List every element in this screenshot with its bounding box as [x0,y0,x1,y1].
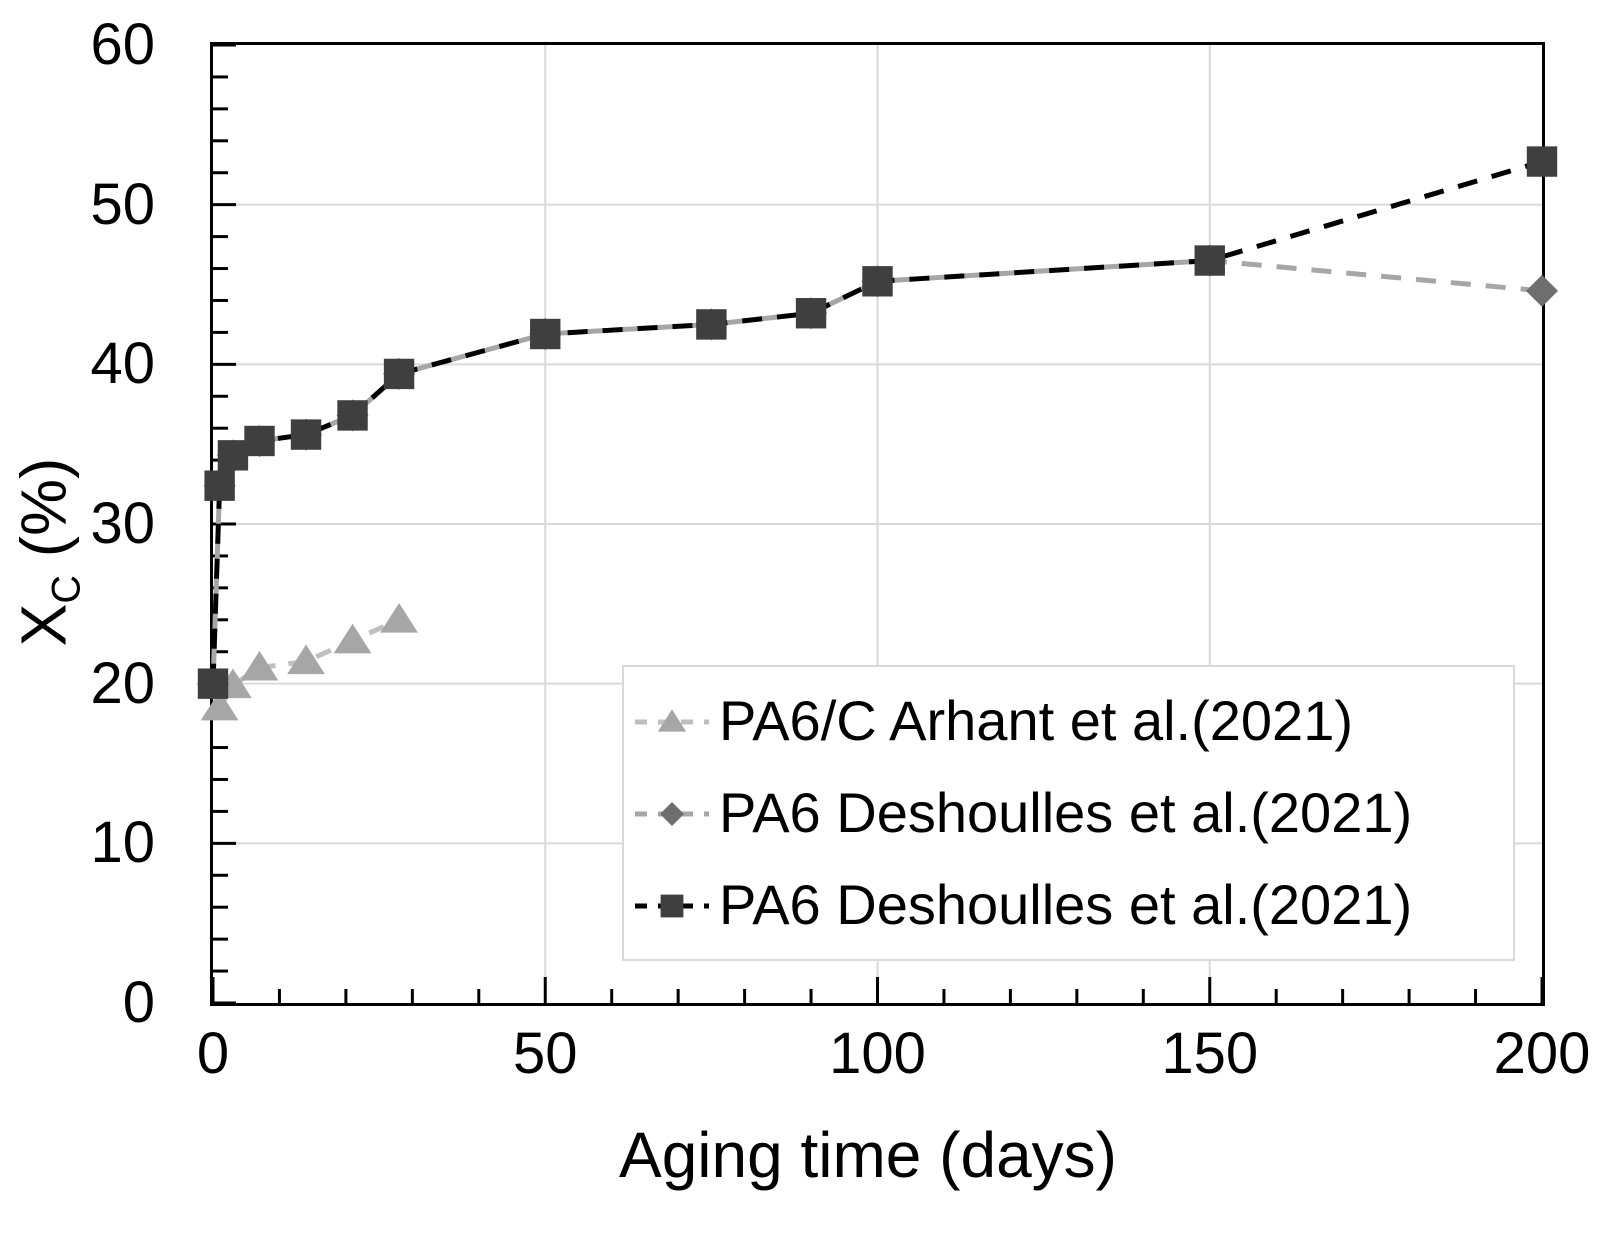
square-marker [696,309,727,340]
y-axis-title-subscript: C [44,574,89,604]
square-marker [217,440,249,471]
legend-item-pa6-deshoulles-diamond: PA6 Deshoulles et al.(2021) [634,782,1509,844]
series-square [197,146,1558,699]
y-tick-label: 10 [90,810,155,876]
y-tick-label: 50 [90,171,155,237]
x-tick-label: 150 [1161,1021,1259,1086]
square-marker [795,298,827,329]
x-tick-label: 50 [512,1021,578,1086]
legend-label: PA6 Deshoulles et al.(2021) [719,873,1413,937]
square-marker [862,266,893,297]
y-tick-label: 30 [90,491,155,556]
square-marker [244,425,275,457]
square-marker [1526,146,1558,177]
legend-sample-diamond-series [635,802,709,826]
square-marker [383,358,415,390]
legend-sample-triangle-series [635,709,709,732]
square-marker [337,400,368,431]
y-tick-label: 60 [90,12,155,77]
legend-sample-square-series [635,894,709,918]
y-tick-label: 40 [90,331,155,397]
x-axis-title: Aging time (days) [619,1119,1117,1191]
legend-box: PA6/C Arhant et al.(2021) PA6 Deshoulles… [622,665,1515,961]
triangle-marker [200,690,239,721]
x-tick-label: 0 [196,1021,230,1086]
square-marker [197,668,229,699]
x-tick-label: 200 [1493,1021,1591,1086]
legend-diamond-marker [660,802,684,826]
square-marker [530,318,561,350]
legend-item-pa6-deshoulles-square: PA6 Deshoulles et al.(2021) [634,874,1509,936]
series-triangle [200,603,418,721]
square-marker [1194,245,1225,276]
legend-label: PA6/C Arhant et al.(2021) [719,689,1353,753]
legend-square-marker [660,894,684,918]
y-axis-title: XC (%) [7,458,90,647]
triangle-marker [333,623,372,654]
legend-label: PA6 Deshoulles et al.(2021) [719,781,1413,845]
square-marker [290,419,322,450]
triangle-marker [380,603,418,633]
diamond-marker [1526,274,1558,307]
y-tick-label: 0 [122,970,155,1035]
legend-triangle-marker [657,709,687,732]
y-tick-label: 20 [90,650,155,716]
y-axis-title-main: X [7,603,80,647]
triangle-marker [240,650,279,681]
square-marker [204,470,235,501]
y-axis-title-units: (%) [7,457,80,575]
legend-item-pa6c-arhant: PA6/C Arhant et al.(2021) [634,690,1509,752]
triangle-marker [287,644,325,675]
x-tick-label: 100 [829,1021,926,1086]
